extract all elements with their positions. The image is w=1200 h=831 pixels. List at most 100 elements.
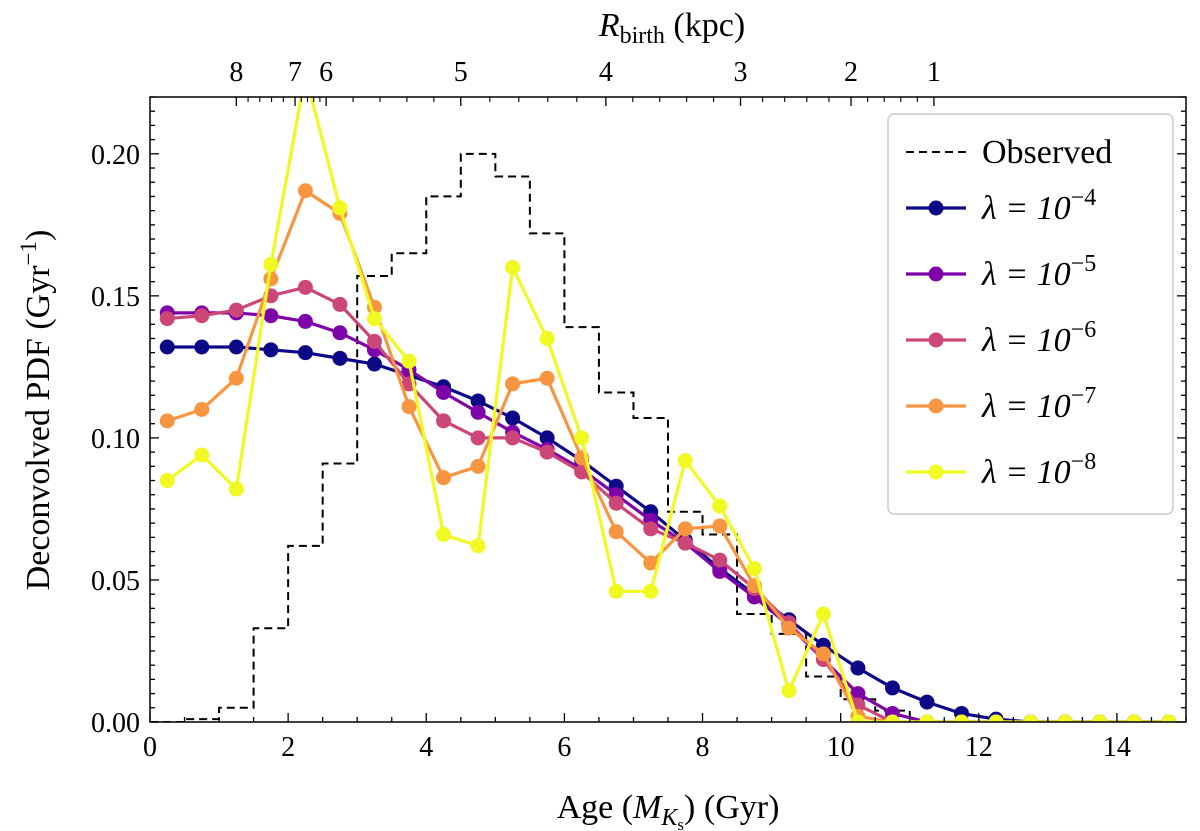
data-point (1057, 714, 1073, 722)
x-tick-label: 8 (696, 732, 710, 763)
x-tick-label: 14 (1103, 732, 1131, 763)
data-point (228, 370, 244, 386)
data-point (436, 470, 452, 486)
x-tick-label: 0 (143, 732, 157, 763)
data-point (884, 680, 900, 696)
data-point (1092, 714, 1108, 722)
x-tick-label: 12 (965, 732, 993, 763)
data-point (677, 521, 693, 537)
series-lines (159, 97, 1177, 722)
data-point (850, 714, 866, 722)
data-point (228, 339, 244, 355)
data-point (159, 473, 175, 489)
data-point (608, 495, 624, 511)
legend-swatch-marker (928, 200, 944, 216)
legend-label: λ = 10−4 (981, 185, 1096, 227)
legend-label: λ = 10−5 (981, 251, 1096, 293)
top-tick-label: 2 (844, 57, 858, 88)
data-point (263, 308, 279, 324)
legend-swatch-marker (928, 266, 944, 282)
top-tick-label: 4 (599, 57, 613, 88)
x-axis-ticks: 0 2 4 6 8 10 12 14 (143, 713, 1187, 763)
top-tick-label: 1 (927, 57, 941, 88)
top-tick-label: 5 (454, 57, 468, 88)
data-point (332, 200, 348, 216)
data-point (781, 683, 797, 699)
data-point (470, 430, 486, 446)
data-point (366, 333, 382, 349)
data-point (194, 339, 210, 355)
top-tick-label: 3 (734, 57, 748, 88)
data-point (781, 620, 797, 636)
legend-swatch-marker (928, 398, 944, 414)
data-point (297, 313, 313, 329)
observed-step-line (150, 152, 979, 722)
data-point (332, 296, 348, 312)
y-tick-label: 0.20 (91, 140, 140, 171)
y-axis-ticks-right (1177, 96, 1186, 723)
data-point (539, 330, 555, 346)
top-axis-label: Rbirth (kpc) (598, 7, 745, 49)
legend-label: λ = 10−7 (981, 383, 1096, 425)
data-point (228, 481, 244, 497)
top-tick-label: 8 (229, 57, 243, 88)
data-point (505, 430, 521, 446)
data-point (332, 350, 348, 366)
data-point (643, 521, 659, 537)
data-point (263, 257, 279, 273)
legend-swatch-marker (928, 464, 944, 480)
data-point (712, 552, 728, 568)
data-point (470, 538, 486, 554)
data-point (297, 345, 313, 361)
data-point (505, 259, 521, 275)
data-point (815, 646, 831, 662)
legend-swatch-marker (928, 332, 944, 348)
legend-label: λ = 10−6 (981, 317, 1096, 359)
data-point (401, 353, 417, 369)
y-tick-label: 0.00 (91, 708, 140, 739)
data-point (263, 342, 279, 358)
data-point (884, 714, 900, 722)
data-point (470, 458, 486, 474)
data-point (539, 444, 555, 460)
data-point (539, 370, 555, 386)
data-point (470, 393, 486, 409)
data-point (470, 404, 486, 420)
legend-observed-label: Observed (982, 134, 1112, 171)
data-point (677, 453, 693, 469)
data-point (159, 413, 175, 429)
top-tick-label: 6 (319, 57, 333, 88)
data-point (159, 311, 175, 327)
y-axis-ticks: 0.00 0.05 0.10 0.15 0.20 (91, 96, 159, 739)
data-point (954, 714, 970, 722)
data-point (850, 686, 866, 702)
data-point (366, 311, 382, 327)
data-point (159, 339, 175, 355)
data-point (919, 694, 935, 710)
x-tick-label: 4 (419, 732, 433, 763)
data-point (608, 524, 624, 540)
observed-histogram (150, 152, 979, 722)
data-point (228, 302, 244, 318)
data-point (436, 384, 452, 400)
data-point (505, 410, 521, 426)
data-point (401, 399, 417, 415)
x-tick-label: 2 (281, 732, 295, 763)
x-axis-label: Age (MKs) (Gyr) (557, 789, 780, 831)
data-point (1126, 714, 1142, 722)
data-point (712, 498, 728, 514)
series-4 (159, 97, 1177, 722)
x-tick-label: 6 (557, 732, 571, 763)
data-point (194, 308, 210, 324)
x-tick-label: 10 (827, 732, 855, 763)
data-point (1023, 714, 1039, 722)
data-point (712, 563, 728, 579)
data-point (815, 606, 831, 622)
legend: Observed λ = 10−4 λ = 10−5 λ = 10−6 λ = 10−… (887, 113, 1174, 515)
data-point (919, 714, 935, 722)
y-axis-label: Deconvolved PDF (Gyr−1) (16, 230, 57, 591)
data-point (194, 447, 210, 463)
data-point (436, 527, 452, 542)
